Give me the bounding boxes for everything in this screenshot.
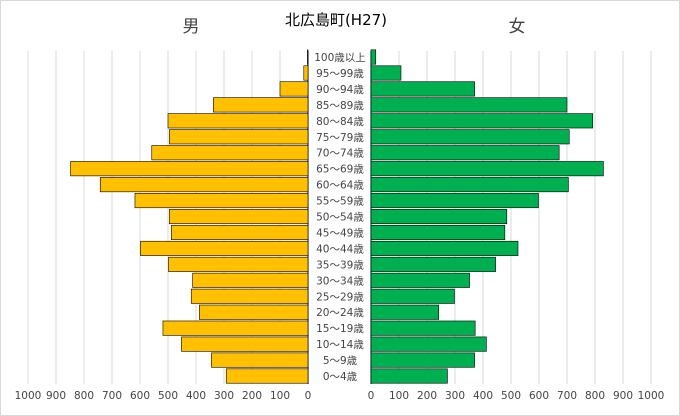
male-bar	[134, 193, 309, 209]
male-tick-label: 600	[130, 390, 150, 402]
male-bar	[181, 336, 309, 352]
female-tick-label: 300	[445, 390, 465, 402]
female-tick-label: 100	[389, 390, 409, 402]
age-group-label: 15〜19歳	[316, 323, 364, 335]
female-bar	[370, 193, 539, 209]
age-group-label: 10〜14歳	[316, 339, 364, 351]
male-tick-label: 900	[46, 390, 66, 402]
male-tick-label: 200	[242, 390, 262, 402]
male-tick-label: 800	[74, 390, 94, 402]
female-tick-label: 600	[529, 390, 549, 402]
male-axis-ticks: 0 100 200 300 400 500 600 700 800 900 1000	[15, 390, 312, 402]
female-bar	[370, 320, 476, 336]
female-bar	[370, 113, 594, 129]
age-group-label: 100歳以上	[314, 52, 366, 64]
age-group-label: 85〜89歳	[316, 100, 364, 112]
female-tick-label: 800	[585, 390, 605, 402]
male-bar	[167, 113, 309, 129]
age-group-label: 35〜39歳	[316, 259, 364, 271]
female-bar	[370, 240, 519, 256]
age-group-label: 20〜24歳	[316, 307, 364, 319]
age-group-label: 55〜59歳	[316, 196, 364, 208]
male-bar	[307, 49, 309, 65]
female-tick-label: 700	[557, 390, 577, 402]
male-bar	[171, 224, 309, 240]
age-group-label: 40〜44歳	[316, 243, 364, 255]
female-bar	[370, 288, 455, 304]
female-bar	[370, 256, 496, 272]
male-bar	[70, 161, 309, 177]
male-bar	[279, 81, 309, 97]
male-bar	[140, 240, 309, 256]
female-bar	[370, 304, 440, 320]
male-tick-label: 100	[270, 390, 290, 402]
female-bar	[370, 97, 568, 113]
age-labels: 0〜4歳 5〜9歳 10〜14歳 15〜19歳 20〜24歳 25〜29歳 30〜34歳 35…	[314, 52, 366, 383]
age-group-label: 45〜49歳	[316, 227, 364, 239]
male-side-label: 男	[183, 17, 200, 37]
male-bar	[168, 256, 309, 272]
female-tick-label: 400	[473, 390, 493, 402]
male-bar	[192, 272, 309, 288]
age-group-label: 5〜9歳	[323, 355, 358, 367]
chart-title: 北広島町(H27)	[285, 11, 387, 29]
female-tick-label: 900	[613, 390, 633, 402]
female-tick-label: 0	[368, 390, 375, 402]
male-bar	[162, 320, 309, 336]
female-axis-ticks: 0 100 200 300 400 500 600 700 800 900 1000	[368, 390, 665, 402]
male-bars	[70, 49, 309, 384]
age-group-label: 75〜79歳	[316, 132, 364, 144]
age-group-label: 0〜4歳	[323, 371, 358, 383]
female-side-label: 女	[509, 17, 526, 37]
female-bar	[370, 272, 470, 288]
male-tick-label: 0	[305, 390, 312, 402]
male-tick-label: 700	[102, 390, 122, 402]
male-bar	[225, 368, 309, 384]
female-bar	[370, 161, 604, 177]
age-group-label: 90〜94歳	[316, 84, 364, 96]
female-bar	[370, 352, 475, 368]
age-group-label: 65〜69歳	[316, 164, 364, 176]
age-group-label: 60〜64歳	[316, 180, 364, 192]
male-bar	[211, 352, 309, 368]
age-group-label: 50〜54歳	[316, 212, 364, 224]
female-bar	[370, 336, 487, 352]
female-bar	[370, 224, 506, 240]
female-tick-label: 1000	[638, 390, 665, 402]
female-bar	[370, 177, 569, 193]
age-group-label: 25〜29歳	[316, 291, 364, 303]
male-tick-label: 500	[158, 390, 178, 402]
age-group-label: 95〜99歳	[316, 68, 364, 80]
male-tick-label: 1000	[15, 390, 42, 402]
male-bar	[151, 145, 309, 161]
female-tick-label: 200	[417, 390, 437, 402]
female-bar	[370, 81, 475, 97]
male-bar	[303, 65, 309, 81]
female-bar	[370, 145, 560, 161]
female-bar	[370, 368, 448, 384]
female-bar	[370, 209, 508, 225]
age-group-label: 80〜84歳	[316, 116, 364, 128]
female-bars	[370, 49, 604, 384]
female-bar	[370, 49, 377, 65]
male-bar	[169, 209, 309, 225]
age-group-label: 70〜74歳	[316, 148, 364, 160]
male-tick-label: 300	[214, 390, 234, 402]
male-bar	[99, 177, 309, 193]
male-bar	[213, 97, 309, 113]
male-bar	[169, 129, 309, 145]
male-bar	[199, 304, 309, 320]
female-bar	[370, 129, 570, 145]
age-group-label: 30〜34歳	[316, 275, 364, 287]
female-bar	[370, 65, 402, 81]
female-tick-label: 500	[501, 390, 521, 402]
male-bar	[190, 288, 309, 304]
male-tick-label: 400	[186, 390, 206, 402]
